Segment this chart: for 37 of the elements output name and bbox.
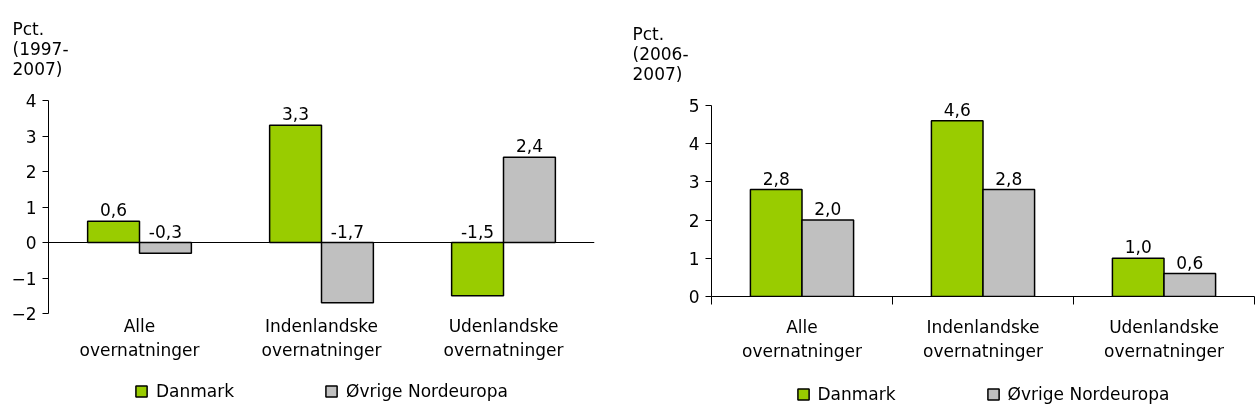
x-tick-label: Indenlandske overnatninger: [261, 315, 382, 360]
data-label: 2,4: [515, 136, 543, 157]
y-tick-label: 2: [688, 210, 700, 231]
data-label: -0,3: [148, 221, 183, 242]
y-tick-label: −1: [11, 268, 37, 289]
y-axis-title: Pct. (2006-2007): [632, 23, 689, 84]
data-label: 2,0: [814, 199, 842, 220]
y-tick-label: 5: [688, 96, 700, 116]
y-tick-label: 3: [25, 126, 37, 147]
legend-label: Danmark: [156, 381, 235, 401]
y-tick-label: 0: [688, 287, 700, 307]
legend-label: Øvrige Nordeuropa: [346, 381, 508, 401]
data-label: 2,8: [762, 168, 790, 189]
legend-label: Øvrige Nordeuropa: [1007, 384, 1170, 404]
legend-label: Danmark: [817, 384, 896, 404]
x-tick-label: Udenlandske overnatninger: [443, 315, 564, 360]
y-tick-label: 0: [25, 233, 37, 253]
x-tick-label: Alle overnatninger: [742, 316, 862, 361]
data-label: -1,7: [330, 221, 365, 242]
data-label: 0,6: [1176, 252, 1204, 273]
data-label: 2,8: [995, 168, 1023, 189]
data-label: 4,6: [943, 99, 971, 120]
data-label: 1,0: [1124, 237, 1152, 258]
x-tick-label: Udenlandske overnatninger: [1104, 316, 1224, 361]
y-tick-label: 3: [688, 172, 700, 193]
y-tick-label: 1: [25, 197, 37, 218]
y-axis-title: Pct. (1997-2007): [12, 18, 69, 79]
x-tick-label: Alle overnatninger: [79, 315, 200, 360]
data-label: -1,5: [460, 221, 495, 242]
data-label: 3,3: [282, 104, 310, 125]
y-tick-label: 1: [688, 248, 700, 269]
x-tick-label: Indenlandske overnatninger: [923, 316, 1043, 361]
y-tick-label: −2: [11, 304, 37, 324]
y-tick-label: 4: [25, 91, 37, 111]
data-label: 0,6: [100, 200, 128, 221]
y-tick-label: 2: [25, 162, 37, 182]
y-tick-label: 4: [688, 134, 700, 155]
